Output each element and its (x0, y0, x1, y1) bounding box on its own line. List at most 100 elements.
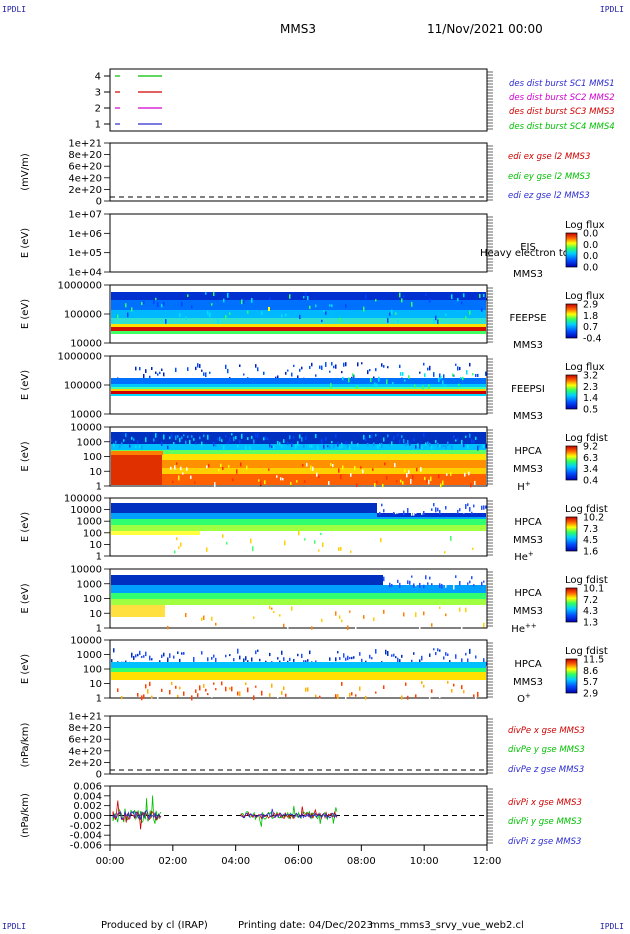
colorbar-title: Log flux (565, 291, 605, 302)
heatmap-speckle (465, 435, 467, 438)
heatmap-speckle (159, 660, 161, 663)
heatmap-speckle (280, 477, 282, 481)
heatmap-speckle (201, 681, 203, 686)
instrument-label: HPCA (514, 517, 542, 528)
heatmap-speckle (225, 315, 227, 320)
y-axis-label: E (eV) (20, 512, 31, 542)
heatmap-band (111, 384, 486, 388)
heatmap-speckle (145, 651, 147, 657)
heatmap-speckle (299, 434, 301, 439)
heatmap-speckle (393, 577, 395, 581)
panel-frame (109, 68, 488, 132)
heatmap-speckle (285, 313, 287, 317)
heatmap-speckle (410, 478, 412, 484)
y-tick-label: 1e+21 (68, 712, 102, 723)
heatmap-speckle (268, 307, 270, 311)
heatmap-speckle (161, 654, 163, 658)
heatmap-speckle (205, 688, 207, 692)
heatmap-speckle (455, 439, 457, 442)
heatmap-speckle (469, 433, 471, 438)
heatmap-speckle (173, 655, 175, 659)
colorbar-tick-label: 5.7 (583, 677, 598, 688)
heatmap-speckle (353, 374, 355, 379)
heatmap-speckle (305, 364, 307, 369)
heatmap-speckle (405, 443, 407, 447)
heatmap-speckle (449, 575, 451, 578)
heatmap-speckle (451, 655, 453, 659)
colorbar-tick-label: 0.5 (583, 405, 598, 416)
heatmap-speckle (161, 304, 163, 308)
heatmap-speckle (339, 615, 341, 619)
heatmap-speckle (115, 440, 117, 444)
heatmap-speckle (385, 649, 387, 655)
heatmap-speckle (473, 694, 475, 697)
heatmap-speckle (451, 294, 453, 300)
heatmap-speckle (401, 695, 403, 700)
heatmap-speckle (439, 583, 441, 588)
heatmap-speckle (379, 443, 381, 447)
heatmap-speckle (227, 292, 229, 298)
y-tick-label: 1000 (77, 579, 102, 590)
heatmap-speckle (111, 438, 113, 443)
heatmap-speckle (479, 690, 481, 696)
heatmap-speckle (428, 384, 430, 389)
heatmap-speckle (263, 437, 265, 441)
heatmap-speckle (447, 441, 449, 446)
heatmap-speckle (185, 612, 187, 618)
heatmap-speckle (399, 582, 401, 588)
heatmap-speckle (441, 362, 443, 368)
heatmap-speckle (363, 434, 365, 440)
heatmap-band (111, 451, 162, 485)
colorbar-tick-label: 2.3 (583, 382, 598, 393)
colorbar-tick-label: 8.6 (583, 666, 598, 677)
heatmap-speckle (383, 609, 385, 614)
heatmap-speckle (403, 693, 405, 698)
heatmap-speckle (417, 443, 419, 447)
y-tick-label: 10000 (70, 636, 102, 647)
heatmap-speckle (177, 651, 179, 654)
heatmap-speckle (351, 656, 353, 660)
heatmap-speckle (460, 376, 462, 379)
heatmap-speckle (235, 370, 237, 374)
heatmap-speckle (225, 364, 227, 369)
y-tick-label: 6e+20 (68, 735, 102, 746)
heatmap-speckle (215, 622, 217, 626)
colorbar-tick-label: 0.4 (583, 476, 598, 487)
heatmap-speckle (269, 693, 271, 697)
heatmap-speckle (472, 547, 474, 550)
heatmap-speckle (229, 312, 231, 315)
colorbar-tick-label: 0.0 (583, 240, 598, 251)
heatmap-speckle (199, 613, 201, 617)
heatmap-speckle (283, 657, 285, 662)
heatmap-speckle (277, 440, 279, 445)
heatmap-speckle (151, 658, 153, 661)
heatmap-speckle (151, 367, 153, 371)
heatmap-speckle (265, 660, 267, 664)
heatmap-band (111, 513, 486, 519)
heatmap-speckle (399, 659, 401, 663)
heatmap-speckle (315, 374, 317, 377)
heatmap-speckle (383, 576, 385, 582)
heatmap-speckle (216, 543, 218, 548)
heatmap-speckle (201, 651, 203, 655)
heatmap-band (111, 331, 486, 334)
y-axis-label: (nPa/km) (20, 793, 31, 838)
heatmap-speckle (333, 365, 335, 369)
heatmap-speckle (403, 438, 405, 444)
heatmap-speckle (379, 511, 381, 515)
heatmap-speckle (469, 310, 471, 315)
heatmap-speckle (483, 658, 485, 663)
y-tick-label: 1e+07 (68, 210, 102, 221)
colorbar-tick-label: 9.2 (583, 442, 598, 453)
heatmap-speckle (241, 653, 243, 658)
spacecraft-label: MMS3 (513, 677, 543, 688)
colorbar-tick-label: 0.0 (583, 229, 598, 240)
heatmap-speckle (419, 582, 421, 588)
heatmap-speckle (203, 434, 205, 438)
instrument-label: FEEPSE (509, 313, 546, 324)
heatmap-speckle (431, 623, 433, 627)
heatmap-speckle (249, 445, 251, 450)
colorbar-title: Log fdist (565, 504, 608, 515)
heatmap-speckle (389, 689, 391, 694)
heatmap-speckle (389, 582, 391, 588)
